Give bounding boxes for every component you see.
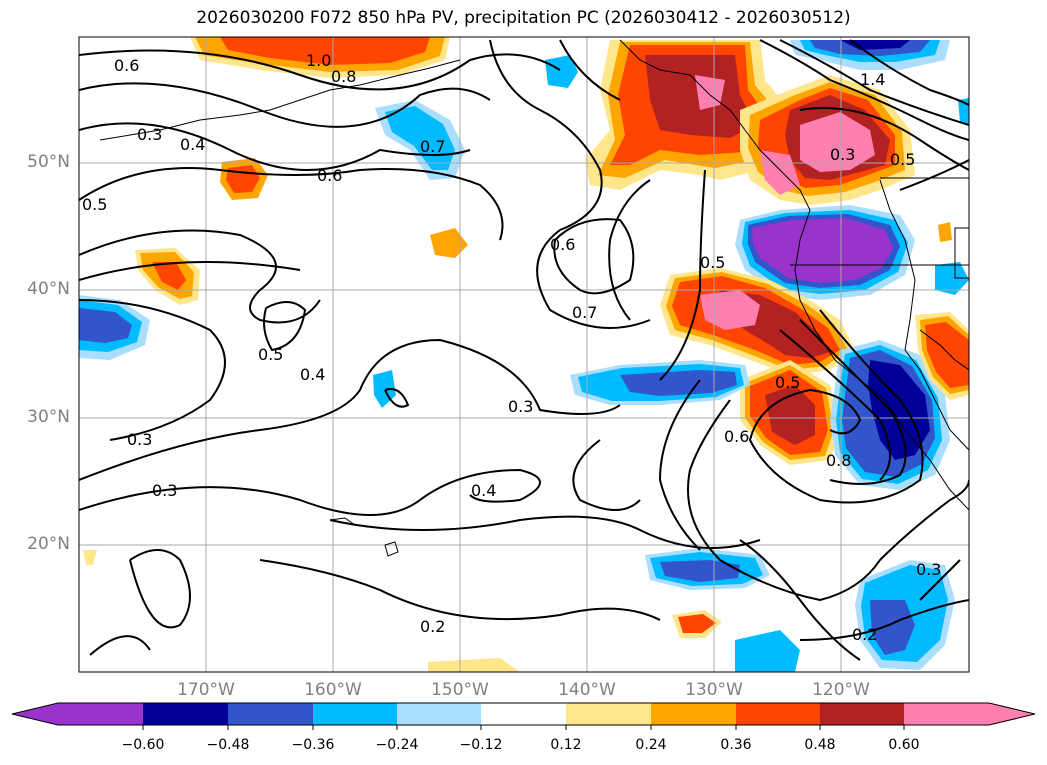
lat-label: 30°N: [27, 407, 70, 427]
contour-label: 0.6: [114, 56, 139, 75]
map-title: 2026030200 F072 850 hPa PV, precipitatio…: [196, 8, 851, 28]
precip-blob-negative: [735, 630, 800, 672]
colorbar-segment: [820, 703, 904, 725]
contour-label: 0.6: [550, 235, 575, 254]
colorbar-segment: [313, 703, 397, 725]
lat-label: 40°N: [27, 279, 70, 299]
colorbar-outline: [11, 702, 1036, 726]
colorbar-tick-label: 0.24: [635, 737, 667, 753]
colorbar-tick-label: 0.48: [804, 737, 836, 753]
lon-label: 150°W: [431, 680, 489, 700]
precip-blob-california: [700, 290, 760, 330]
colorbar-over-arrow: [989, 703, 1035, 725]
contour-label: 1.0: [306, 51, 331, 70]
lon-label: 140°W: [558, 680, 616, 700]
precip-blob-small: [83, 550, 97, 565]
precip-blob-alaska: [695, 75, 725, 110]
contour-label: 0.8: [331, 67, 356, 86]
precip-blob-negative: [868, 360, 930, 460]
precip-blob-small: [938, 222, 952, 242]
plot-area: 0.6 1.0 0.8 0.4 0.3 0.7 0.6 0.5 0.6 0.5 …: [79, 37, 969, 672]
colorbar-tick-label: −0.36: [291, 737, 335, 753]
contour-label: 1.4: [860, 70, 885, 89]
contour-label: 0.7: [572, 303, 597, 322]
precip-blob-small: [220, 37, 430, 65]
precip-blob-negative: [752, 218, 893, 283]
colorbar-under-arrow: [12, 703, 58, 725]
contour-labels: 0.6 1.0 0.8 0.4 0.3 0.7 0.6 0.5 0.6 0.5 …: [82, 51, 941, 644]
precip-blob-small: [428, 658, 520, 672]
contour-label: 0.2: [420, 617, 445, 636]
contour-label: 0.6: [724, 427, 749, 446]
contour-label: 0.5: [775, 373, 800, 392]
contour-label: 0.2: [852, 625, 877, 644]
contour-label: 0.5: [890, 150, 915, 169]
plot-frame: [78, 36, 970, 673]
precip-blob-small: [152, 262, 186, 290]
contour-label: 0.3: [127, 430, 152, 449]
colorbar-segment: [904, 703, 989, 725]
lat-label: 50°N: [27, 152, 70, 172]
precip-blob-small: [958, 98, 969, 125]
precip-blob-small: [430, 228, 468, 258]
colorbar-segment: [397, 703, 481, 725]
lon-label: 120°W: [812, 680, 870, 700]
precip-blob-negative: [870, 600, 915, 655]
colorbar-segment: [143, 703, 228, 725]
precip-blob-negative: [620, 370, 737, 396]
graticule: [79, 37, 969, 672]
colorbar: [11, 702, 1036, 730]
lon-label: 160°W: [304, 680, 362, 700]
contour-label: 0.5: [700, 253, 725, 272]
lon-label: 130°W: [685, 680, 743, 700]
contour-label: 0.8: [826, 451, 851, 470]
contour-label: 0.6: [317, 166, 342, 185]
contour-label: 0.3: [830, 145, 855, 164]
contour-label: 0.5: [258, 345, 283, 364]
coastline: [99, 39, 969, 557]
precip-blob-small: [935, 262, 969, 295]
contour-label: 0.3: [137, 125, 162, 144]
colorbar-segment: [566, 703, 651, 725]
colorbar-segment: [651, 703, 736, 725]
pv-contours: [79, 39, 969, 661]
contour-label: 0.3: [508, 397, 533, 416]
colorbar-tick-label: 0.60: [888, 737, 920, 753]
colorbar-tick-label: −0.60: [121, 737, 165, 753]
precip-blob-baja: [765, 385, 815, 445]
contour-label: 0.4: [180, 135, 205, 154]
colorbar-segment: [736, 703, 820, 725]
colorbar-segment: [228, 703, 313, 725]
colorbar-segment: [481, 703, 566, 725]
precip-blob-negative: [660, 560, 740, 582]
precip-blob-bc: [760, 150, 800, 195]
contour-label: 0.5: [82, 195, 107, 214]
colorbar-tick-label: −0.12: [459, 737, 503, 753]
colorbar-tick-label: 0.36: [720, 737, 752, 753]
precip-blob-negative: [840, 40, 910, 50]
colorbar-segment: [58, 703, 143, 725]
precip-blob-small: [545, 55, 578, 88]
colorbar-tick-label: 0.12: [550, 737, 582, 753]
precip-blob-small: [678, 614, 716, 633]
colorbar-tick-label: −0.48: [206, 737, 250, 753]
contour-label: 0.3: [152, 481, 177, 500]
precip-blob-negative: [79, 308, 132, 343]
colorbar-tick-label: −0.24: [375, 737, 419, 753]
lon-label: 170°W: [177, 680, 235, 700]
contour-label: 0.4: [300, 365, 325, 384]
contour-label: 0.3: [916, 560, 941, 579]
precip-blob-bc: [800, 112, 875, 172]
contour-label: 0.4: [471, 481, 496, 500]
lat-label: 20°N: [27, 534, 70, 554]
contour-label: 0.7: [420, 137, 445, 156]
precip-blob-right: [925, 322, 969, 388]
